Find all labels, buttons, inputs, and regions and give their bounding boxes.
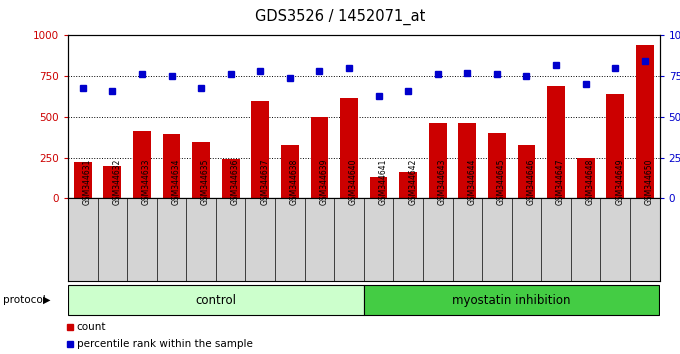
Bar — [133, 131, 151, 198]
Text: ▶: ▶ — [42, 295, 50, 305]
Text: GSM344641: GSM344641 — [379, 159, 388, 205]
Text: GSM344645: GSM344645 — [497, 158, 506, 205]
Text: GSM344637: GSM344637 — [260, 158, 269, 205]
Text: GSM344649: GSM344649 — [615, 158, 624, 205]
Bar — [577, 158, 594, 198]
Text: GSM344642: GSM344642 — [408, 159, 417, 205]
Text: GSM344639: GSM344639 — [320, 158, 328, 205]
Text: count: count — [77, 322, 106, 332]
Bar — [252, 101, 269, 198]
FancyBboxPatch shape — [364, 285, 660, 315]
Text: protocol: protocol — [3, 295, 46, 305]
Text: myostatin inhibition: myostatin inhibition — [452, 293, 571, 307]
Bar — [281, 144, 299, 198]
Bar — [222, 159, 239, 198]
Bar — [636, 45, 653, 198]
Bar — [547, 86, 565, 198]
Bar — [311, 117, 328, 198]
Bar — [458, 123, 476, 198]
Bar — [163, 134, 180, 198]
Bar — [192, 142, 210, 198]
Text: GSM344634: GSM344634 — [171, 158, 180, 205]
Text: GDS3526 / 1452071_at: GDS3526 / 1452071_at — [255, 9, 425, 25]
Text: GSM344632: GSM344632 — [112, 159, 121, 205]
Bar — [340, 98, 358, 198]
Bar — [103, 166, 121, 198]
Text: GSM344636: GSM344636 — [231, 158, 239, 205]
Text: control: control — [195, 293, 237, 307]
Text: GSM344644: GSM344644 — [467, 158, 476, 205]
FancyBboxPatch shape — [68, 285, 364, 315]
Bar — [517, 144, 535, 198]
Bar — [399, 172, 417, 198]
Text: percentile rank within the sample: percentile rank within the sample — [77, 338, 253, 349]
Bar — [429, 123, 447, 198]
Text: GSM344648: GSM344648 — [585, 159, 594, 205]
Bar — [74, 162, 92, 198]
Text: GSM344646: GSM344646 — [526, 158, 535, 205]
Bar — [488, 133, 506, 198]
Text: GSM344633: GSM344633 — [142, 158, 151, 205]
Text: GSM344640: GSM344640 — [349, 158, 358, 205]
Text: GSM344635: GSM344635 — [201, 158, 210, 205]
Text: GSM344650: GSM344650 — [645, 158, 653, 205]
Text: GSM344631: GSM344631 — [83, 159, 92, 205]
Text: GSM344643: GSM344643 — [438, 158, 447, 205]
Text: GSM344647: GSM344647 — [556, 158, 565, 205]
Bar — [607, 94, 624, 198]
Text: GSM344638: GSM344638 — [290, 159, 299, 205]
Bar — [370, 177, 388, 198]
